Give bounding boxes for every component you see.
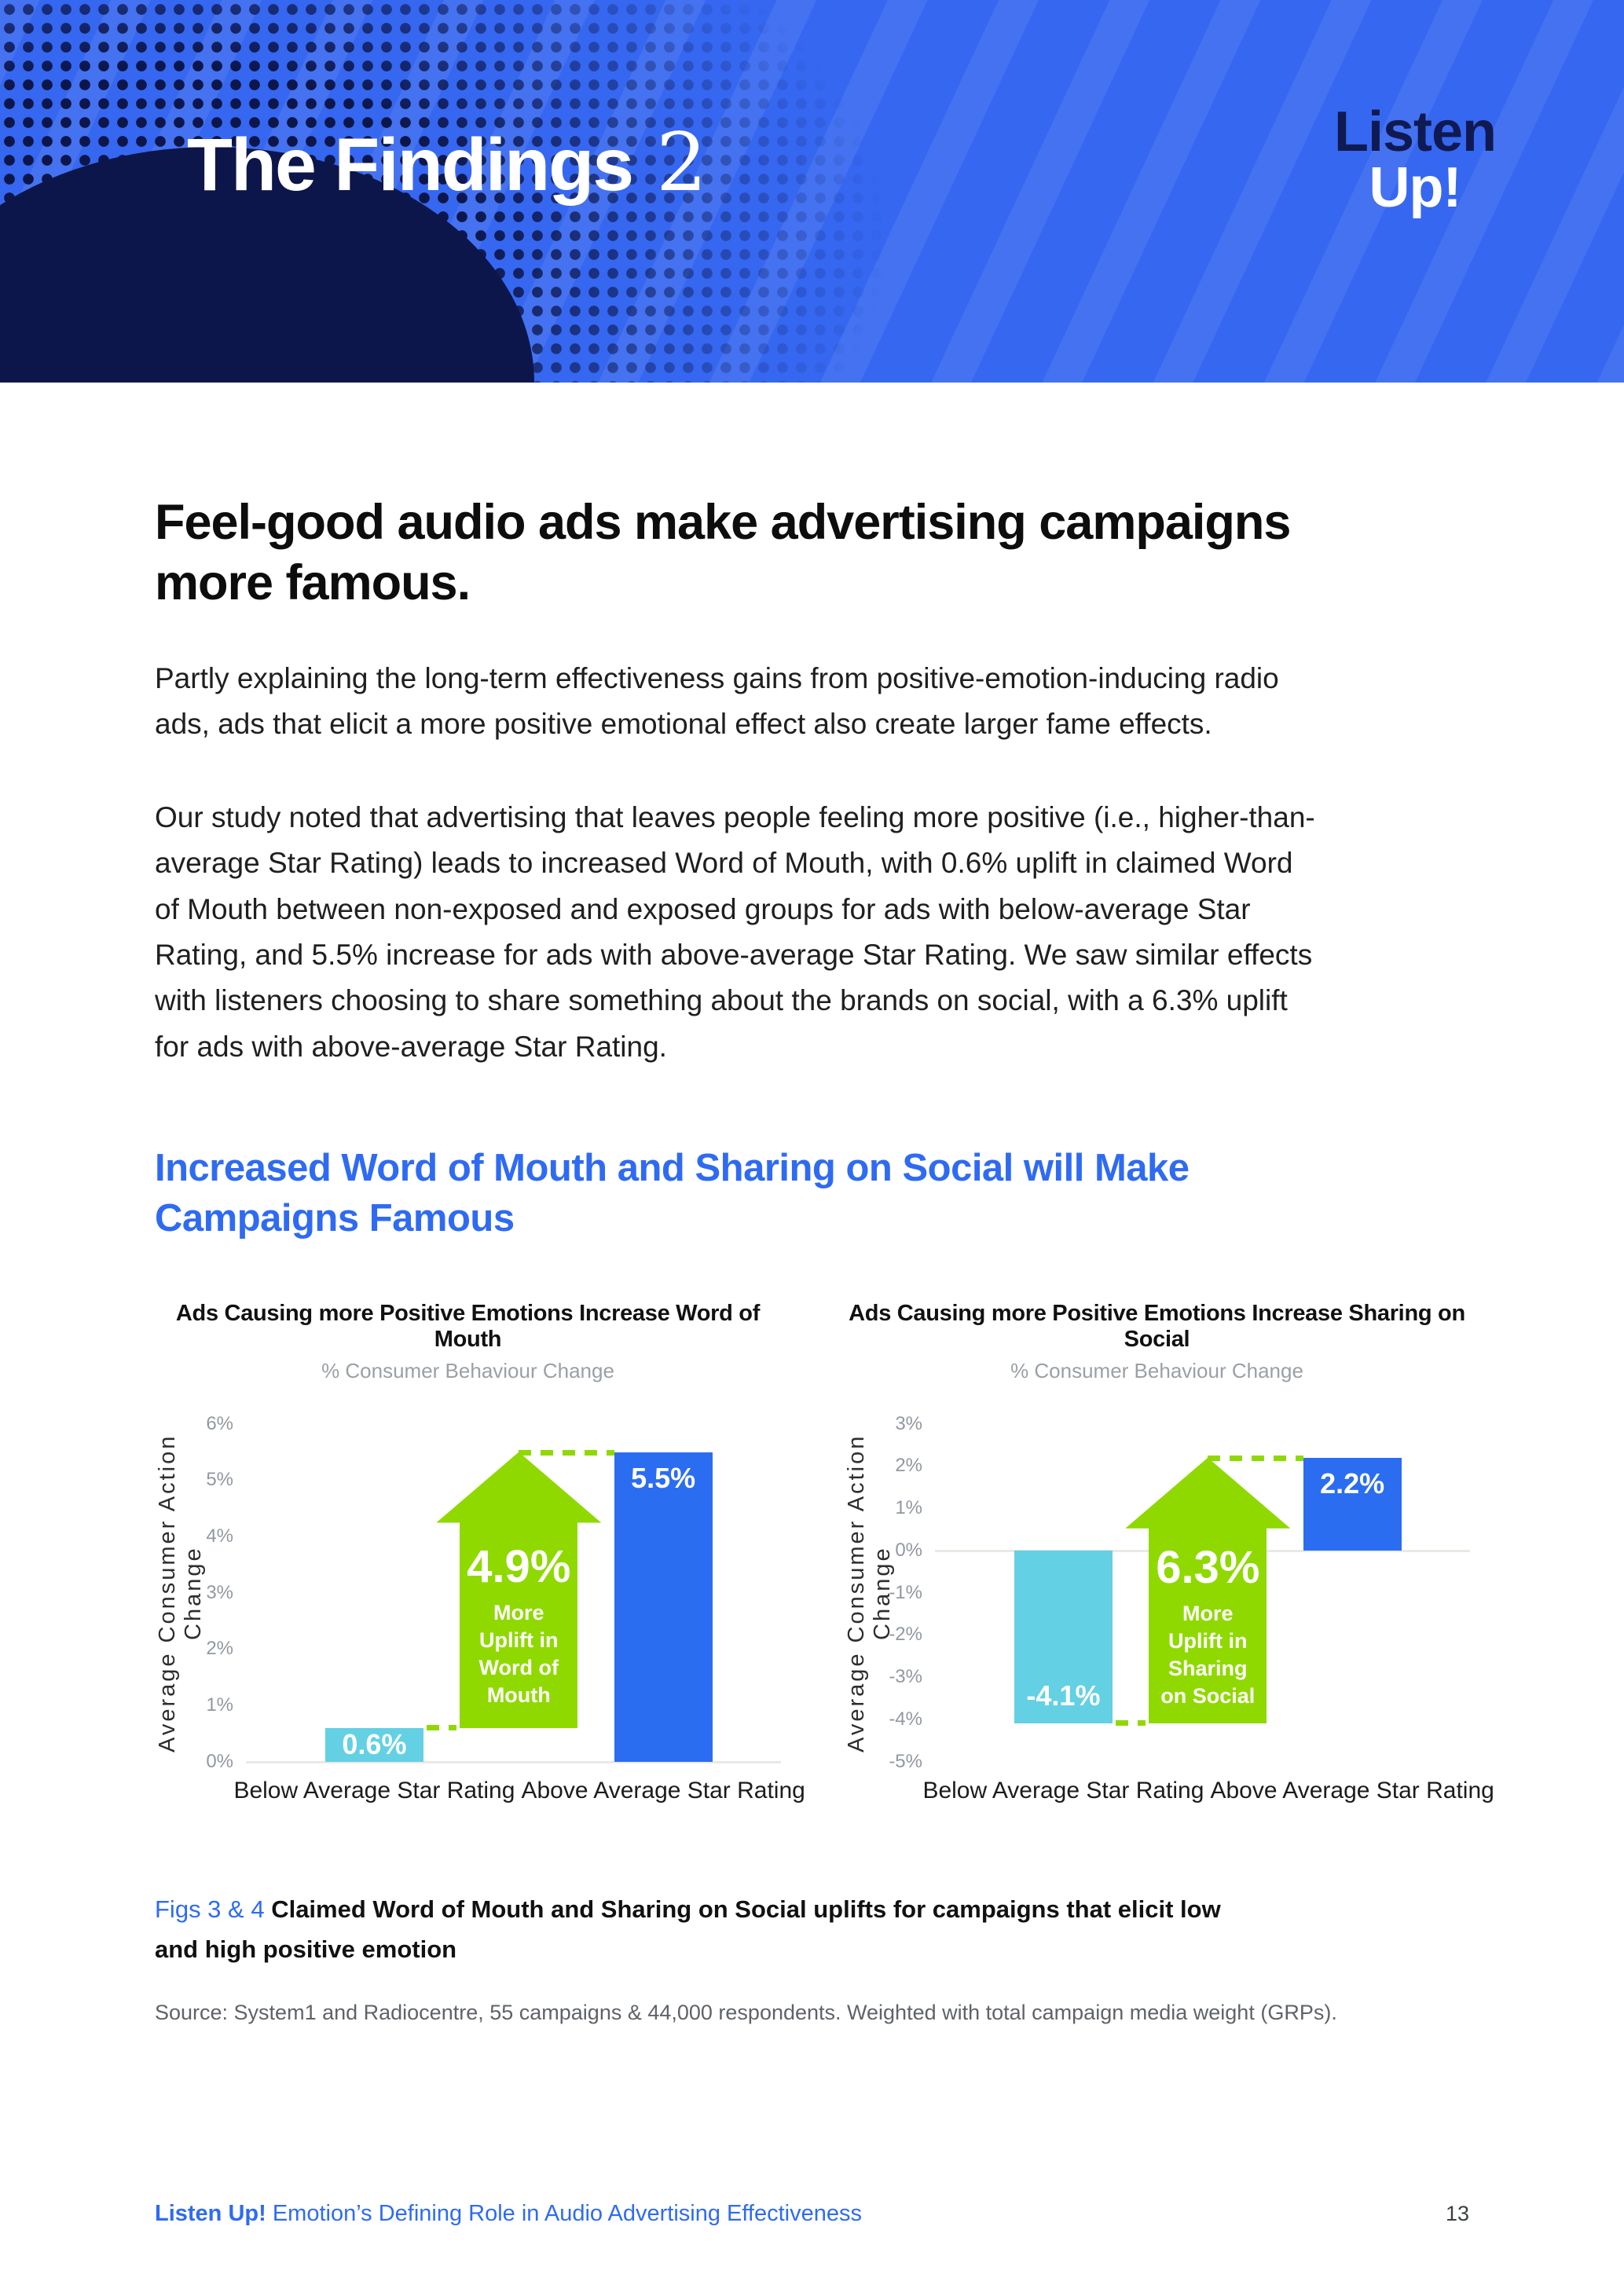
bar-above-average: 2.2% [1303,1457,1402,1551]
source-note: Source: System1 and Radiocentre, 55 camp… [155,2001,1337,2024]
zero-baseline [246,1760,781,1763]
page-number: 13 [1445,2202,1469,2225]
dashed-connector-top [519,1449,614,1456]
plot-row: Average Consumer Action Change 3% 2% 1% 0% -… [844,1413,1494,1814]
figures-section: Ads Causing more Positive Emotions Incre… [155,1300,1494,1814]
y-tick-label: 5% [206,1469,233,1491]
plot-area: 0.6% 5.5% 4.9% More Uplift in Word of Mouth [246,1424,781,1763]
y-tick-label: -4% [889,1708,922,1730]
y-axis-label: Average Consumer Action Change [844,1434,895,1752]
bar-below-average: 0.6% [324,1727,423,1762]
y-tick-label: -1% [889,1581,922,1603]
uplift-value-label: 4.9% [467,1540,571,1592]
body-paragraph-2: Our study noted that advertising that le… [155,800,1315,1063]
plot-column: 0.6% 5.5% 4.9% More Uplift in Word of Mouth… [233,1424,805,1814]
y-tick-label: -3% [889,1666,922,1688]
uplift-sublabel: More Uplift in Word of Mouth [478,1600,559,1708]
y-tick-label: 0% [895,1539,922,1561]
chart-title: Ads Causing more Positive Emotions Incre… [175,1300,761,1352]
dashed-connector-top [1208,1455,1303,1461]
page-title: Feel-good audio ads make advertising cam… [155,495,1291,610]
figure-caption-number: Figs 3 & 4 [155,1895,265,1923]
chart-sharing-on-social: Ads Causing more Positive Emotions Incre… [844,1300,1494,1814]
body-paragraph-1: Partly explaining the long-term effectiv… [155,661,1279,741]
chart-subtitle: % Consumer Behaviour Change [321,1358,614,1382]
y-tick-label: 2% [206,1638,233,1660]
dashed-connector-bottom [1115,1720,1146,1727]
plot-column: -4.1% 2.2% 6.3% More Uplift in Sharing on S… [922,1424,1494,1814]
section-title-text: The Findings [187,123,634,207]
page-header: The Findings 2 Listen Up! [0,0,1624,383]
figure-caption: Figs 3 & 4 Claimed Word of Mouth and Sha… [155,1889,1231,1969]
y-tick-label: 1% [895,1497,922,1519]
figure-caption-text: Claimed Word of Mouth and Sharing on Soc… [155,1895,1221,1963]
x-category-label: Below Average Star Rating [922,1777,1204,1803]
section-number: 2 [656,116,707,210]
x-axis: Below Average Star Rating Above Average … [922,1762,1494,1814]
uplift-arrow-head [436,1452,602,1523]
page-body: Feel-good audio ads make advertising cam… [0,383,1624,2201]
chart-title: Ads Causing more Positive Emotions Incre… [849,1300,1465,1352]
bar-value-label: 5.5% [631,1461,696,1494]
uplift-arrow-body: 6.3% More Uplift in Sharing on Social [1149,1527,1267,1724]
y-tick-label: 3% [206,1581,233,1603]
x-category-label: Above Average Star Rating [1210,1777,1494,1803]
section-title: The Findings 2 [187,116,707,210]
chart-subtitle: % Consumer Behaviour Change [1010,1358,1303,1382]
uplift-arrow-body: 4.9% More Uplift in Word of Mouth [460,1522,578,1728]
bar-value-label: 2.2% [1320,1467,1385,1500]
y-tick-label: 2% [895,1455,922,1477]
y-tick-label: -5% [889,1750,922,1772]
logo-line-up: Up! [1369,156,1462,219]
y-tick-label: 6% [206,1412,233,1434]
uplift-sublabel: More Uplift in Sharing on Social [1160,1601,1256,1708]
y-tick-label: 1% [206,1694,233,1716]
x-category-label: Above Average Star Rating [521,1777,805,1803]
bar-above-average: 5.5% [614,1452,713,1762]
dashed-connector-bottom [426,1724,457,1730]
footer-brand: Listen Up! [155,2201,266,2226]
uplift-arrow-head [1125,1457,1291,1529]
charts-subheading: Increased Word of Mouth and Sharing on S… [155,1147,1190,1240]
x-category-label: Below Average Star Rating [233,1777,515,1803]
bar-value-label: -4.1% [1026,1679,1101,1712]
bar-value-label: 0.6% [342,1728,407,1761]
y-tick-label: 0% [206,1750,233,1772]
chart-word-of-mouth: Ads Causing more Positive Emotions Incre… [155,1300,805,1814]
y-axis-label: Average Consumer Action Change [155,1434,206,1752]
listen-up-logo: Listen Up! [1333,101,1497,219]
uplift-value-label: 6.3% [1156,1541,1260,1593]
y-tick-label: 4% [206,1525,233,1547]
plot-area: -4.1% 2.2% 6.3% More Uplift in Sharing on S… [935,1424,1470,1762]
y-tick-label: -2% [889,1624,922,1646]
y-axis-ticks: 6% 5% 4% 3% 2% 1% 0% [189,1413,246,1772]
bar-below-average: -4.1% [1014,1550,1113,1724]
page-footer: Listen Up! Emotion’s Defining Role in Au… [0,2201,1624,2296]
logo-line-listen: Listen [1333,101,1497,163]
footer-subtitle: Emotion’s Defining Role in Audio Adverti… [272,2201,862,2226]
footer-report-title: Listen Up! Emotion’s Defining Role in Au… [155,2201,862,2227]
y-tick-label: 3% [895,1412,922,1434]
y-axis-ticks: 3% 2% 1% 0% -1% -2% -3% -4% -5% [878,1413,935,1772]
x-axis: Below Average Star Rating Above Average … [233,1762,805,1814]
plot-row: Average Consumer Action Change 6% 5% 4% 3% 2… [155,1413,805,1814]
